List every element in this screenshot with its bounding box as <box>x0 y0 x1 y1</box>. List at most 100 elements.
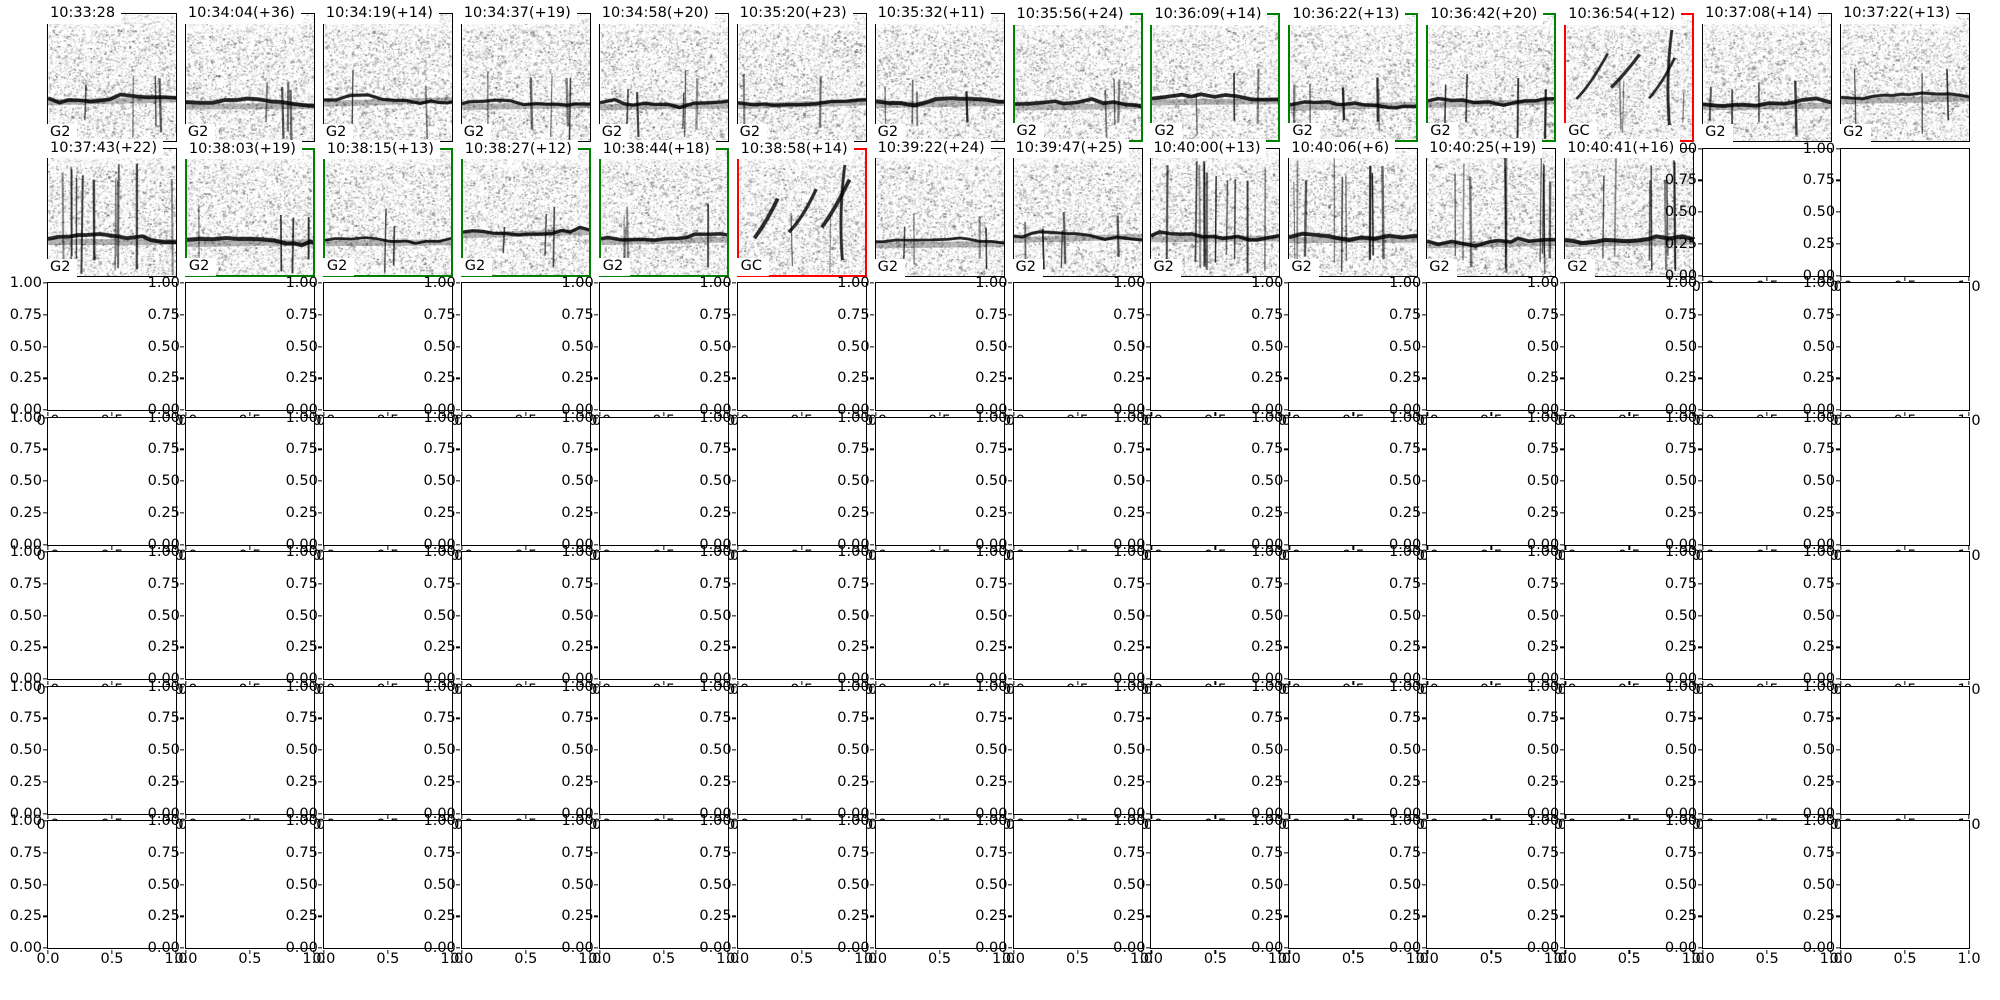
y-tick-label: 0.50 <box>699 607 732 624</box>
x-tick-mark <box>589 680 591 685</box>
y-tick-mark <box>594 448 599 450</box>
y-tick-label: 1.00 <box>699 543 732 560</box>
y-tick-mark <box>1283 852 1288 854</box>
y-tick-label: 0.25 <box>9 773 42 790</box>
x-tick-mark <box>1702 680 1704 685</box>
spectrogram-panel: 10:38:03(+19) G2 <box>184 139 315 277</box>
y-tick-label: 1.00 <box>1113 812 1146 829</box>
y-tick-mark <box>870 685 875 688</box>
y-tick-label: 1.00 <box>1389 543 1422 560</box>
x-tick-mark <box>864 815 867 819</box>
y-tick-mark <box>1835 282 1840 284</box>
y-tick-mark <box>1835 480 1840 482</box>
y-tick-label: 0.25 <box>147 908 180 924</box>
y-tick-mark <box>594 685 599 688</box>
y-tick-mark <box>1697 717 1702 719</box>
y-tick-mark <box>42 781 47 783</box>
y-tick-label: 1.00 <box>1802 678 1836 695</box>
x-tick-mark <box>1352 680 1355 685</box>
y-tick-mark <box>1697 448 1702 450</box>
y-tick-label: 1.00 <box>285 274 318 291</box>
x-tick-mark <box>1554 680 1556 685</box>
y-tick-label: 0.75 <box>1664 172 1698 188</box>
x-tick-mark <box>599 411 601 416</box>
panel-class-label: G2 <box>184 257 217 276</box>
y-tick-mark <box>318 448 323 450</box>
y-tick-label: 0.50 <box>1526 607 1560 624</box>
y-tick-mark <box>1283 646 1288 648</box>
y-tick-mark <box>1008 345 1012 348</box>
y-tick-mark <box>870 614 875 617</box>
y-tick-mark <box>1145 915 1150 917</box>
y-tick-label: 1.00 <box>9 274 42 291</box>
x-tick-mark <box>1426 411 1428 416</box>
y-tick-mark <box>732 820 737 822</box>
y-tick-label: 0.50 <box>1389 741 1422 758</box>
x-tick-mark <box>1140 680 1143 685</box>
x-tick-label: 0.5 <box>1341 951 1365 967</box>
y-tick-mark <box>1008 812 1012 815</box>
x-tick-mark <box>1840 546 1842 550</box>
y-tick-mark <box>1008 678 1012 680</box>
x-tick-mark <box>1692 949 1694 954</box>
y-tick-label: 0.50 <box>285 741 318 758</box>
y-tick-label: 0.00 <box>1526 401 1560 418</box>
y-tick-label: 0.75 <box>9 710 42 726</box>
y-tick-label: 0.50 <box>1802 338 1836 355</box>
x-tick-mark <box>1702 546 1704 550</box>
x-tick-mark <box>874 680 877 685</box>
spectrogram-image <box>1289 148 1418 276</box>
x-tick-mark <box>1012 546 1015 550</box>
y-tick-mark <box>42 947 47 949</box>
y-tick-mark <box>594 282 599 284</box>
y-tick-mark <box>732 583 737 585</box>
y-tick-mark <box>456 377 461 379</box>
y-tick-label: 1.00 <box>1526 678 1560 695</box>
empty-axes: 1.000.750.500.250.000.00.51.0 <box>1113 679 1291 831</box>
y-tick-mark <box>732 812 737 815</box>
x-tick-mark <box>249 411 251 416</box>
x-tick-mark <box>1214 949 1217 954</box>
x-tick-mark <box>1554 546 1556 550</box>
y-tick-mark <box>732 852 737 854</box>
y-tick-mark <box>1008 512 1012 514</box>
x-tick-label: 1.0 <box>1681 951 1705 967</box>
x-tick-mark <box>1554 815 1556 819</box>
y-tick-label: 0.00 <box>423 670 456 687</box>
y-tick-mark <box>870 883 875 886</box>
empty-axes: 1.000.750.500.250.000.00.51.0 <box>837 679 1015 831</box>
y-tick-label: 0.00 <box>975 670 1008 687</box>
y-tick-mark <box>1697 781 1702 783</box>
panel-timestamp: 10:39:47(+25) <box>1011 138 1129 159</box>
panel-class-label: G2 <box>322 257 355 276</box>
x-tick-mark <box>1002 815 1005 819</box>
y-tick-label: 0.50 <box>699 741 732 758</box>
y-tick-label: 0.50 <box>699 472 732 489</box>
y-tick-label: 1.00 <box>1526 812 1560 829</box>
y-tick-label: 0.75 <box>1664 575 1698 592</box>
spectrogram-panel: 10:35:20(+23) G2 <box>735 4 867 142</box>
y-tick-label: 0.50 <box>1389 876 1422 893</box>
y-tick-mark <box>1697 883 1702 886</box>
panel-class-label: G2 <box>873 258 906 277</box>
y-tick-mark <box>180 512 185 514</box>
x-tick-label: 1.0 <box>1405 951 1429 967</box>
y-tick-label: 0.75 <box>9 441 42 457</box>
y-tick-mark <box>180 947 185 949</box>
y-tick-mark <box>180 678 185 680</box>
y-tick-label: 0.25 <box>975 504 1008 521</box>
x-tick-mark <box>1140 949 1143 954</box>
y-tick-mark <box>1697 551 1702 553</box>
x-tick-mark <box>249 815 251 819</box>
x-tick-mark <box>1076 815 1079 819</box>
y-tick-mark <box>1145 947 1150 949</box>
x-tick-mark <box>47 815 49 819</box>
y-tick-label: 0.25 <box>561 370 594 386</box>
spectrogram-panel: 10:40:25(+19) G2 <box>1425 138 1557 277</box>
y-tick-label: 0.50 <box>1664 203 1698 220</box>
y-tick-label: 0.50 <box>1664 472 1698 489</box>
y-tick-label: 0.25 <box>1251 639 1284 655</box>
